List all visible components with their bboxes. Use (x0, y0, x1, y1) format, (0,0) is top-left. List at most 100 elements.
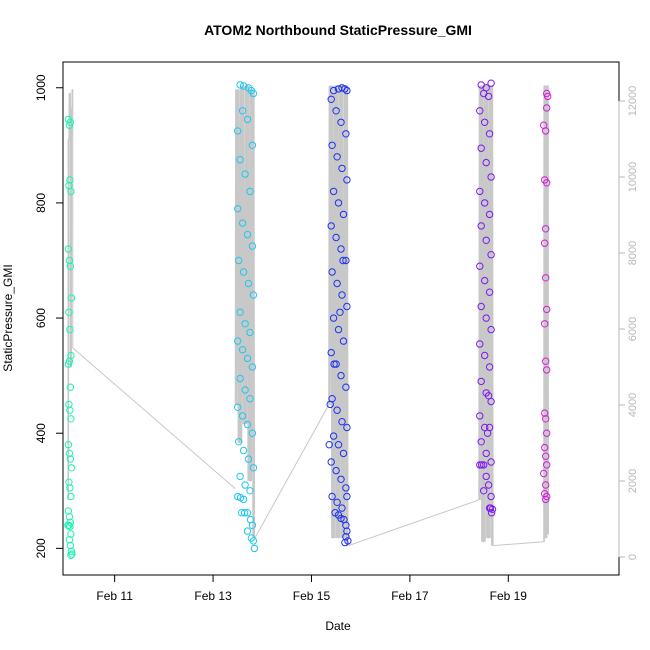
data-point (239, 446, 248, 455)
data-point (541, 409, 549, 417)
data-point (543, 179, 551, 187)
data-point (333, 406, 341, 414)
data-point (476, 412, 484, 420)
data-point (339, 256, 347, 265)
data-point (336, 308, 344, 316)
data-point (482, 472, 490, 481)
data-point (236, 156, 244, 164)
data-point (235, 438, 243, 446)
data-point (248, 242, 257, 250)
data-point (66, 176, 74, 184)
data-point (238, 412, 247, 420)
data-point (65, 256, 74, 265)
data-point (541, 443, 549, 452)
data-point (237, 509, 246, 517)
data-point (334, 325, 343, 334)
data-point (477, 377, 485, 386)
data-point (240, 509, 249, 517)
data-point (239, 495, 248, 504)
data-point (332, 360, 340, 368)
chart-title: ATOM2 Northbound StaticPressure_GMI (204, 22, 472, 38)
data-point (476, 461, 484, 469)
data-point (338, 418, 346, 426)
data-point (236, 374, 244, 383)
data-point (483, 429, 492, 437)
data-point (343, 492, 351, 501)
data-point (342, 484, 350, 492)
data-point (338, 164, 346, 173)
data-point (485, 363, 494, 371)
data-point (484, 92, 493, 101)
data-point (341, 538, 349, 547)
data-point (250, 544, 259, 553)
altitude-lines (67, 85, 549, 547)
data-point (484, 481, 493, 489)
data-point (243, 527, 252, 535)
data-point (477, 144, 485, 152)
data-point (480, 487, 488, 495)
data-point (543, 305, 551, 314)
data-point (542, 127, 550, 135)
data-point (64, 245, 73, 253)
x-tick-label: Feb 13 (194, 589, 232, 603)
altitude-line-3 (328, 85, 349, 547)
data-point (67, 551, 75, 559)
data-point (238, 219, 247, 227)
data-point (328, 141, 336, 150)
data-point (332, 107, 340, 115)
connector-line-1 (72, 347, 236, 489)
data-point (487, 79, 495, 87)
data-point (66, 383, 75, 391)
connector-line-3 (348, 499, 479, 547)
data-point (249, 291, 258, 299)
data-point (540, 469, 548, 478)
data-point (328, 268, 336, 276)
data-point (481, 423, 489, 432)
data-point (65, 308, 73, 316)
x-tick-label: Feb 19 (490, 589, 528, 603)
data-point (476, 340, 484, 348)
data-point (543, 492, 551, 501)
right-y-tick-label: 0 (627, 554, 639, 560)
data-point (243, 115, 252, 124)
y-tick-label: 200 (34, 538, 48, 558)
data-point (332, 466, 340, 475)
x-tick-label: Feb 11 (96, 589, 133, 603)
data-point (342, 256, 350, 265)
data-point (65, 449, 74, 458)
data-point (329, 187, 338, 196)
data-point (476, 107, 484, 115)
data-point (327, 95, 335, 104)
data-point (67, 294, 76, 302)
data-point (485, 130, 494, 138)
data-point (542, 481, 550, 489)
data-point (478, 461, 486, 469)
data-point (246, 187, 254, 196)
data-point (339, 337, 348, 345)
data-point (341, 85, 349, 93)
data-point (487, 325, 495, 334)
data-point (482, 236, 490, 245)
data-point (243, 420, 252, 429)
data-point (484, 392, 493, 400)
data-point (343, 86, 351, 95)
data-point (243, 354, 252, 363)
data-point (542, 357, 550, 365)
data-point (542, 225, 550, 233)
data-point (329, 314, 338, 322)
data-point (337, 118, 345, 127)
data-point (338, 291, 346, 299)
data-point (243, 230, 252, 239)
data-point (480, 461, 488, 469)
connector-line-2 (254, 404, 330, 539)
data-point (327, 348, 335, 357)
data-point (487, 509, 496, 517)
data-point (343, 176, 351, 184)
data-point (66, 325, 74, 334)
connector-line-4 (493, 541, 544, 547)
data-point (67, 187, 75, 196)
data-point (241, 320, 249, 328)
data-point (329, 432, 338, 440)
data-point (248, 521, 257, 529)
